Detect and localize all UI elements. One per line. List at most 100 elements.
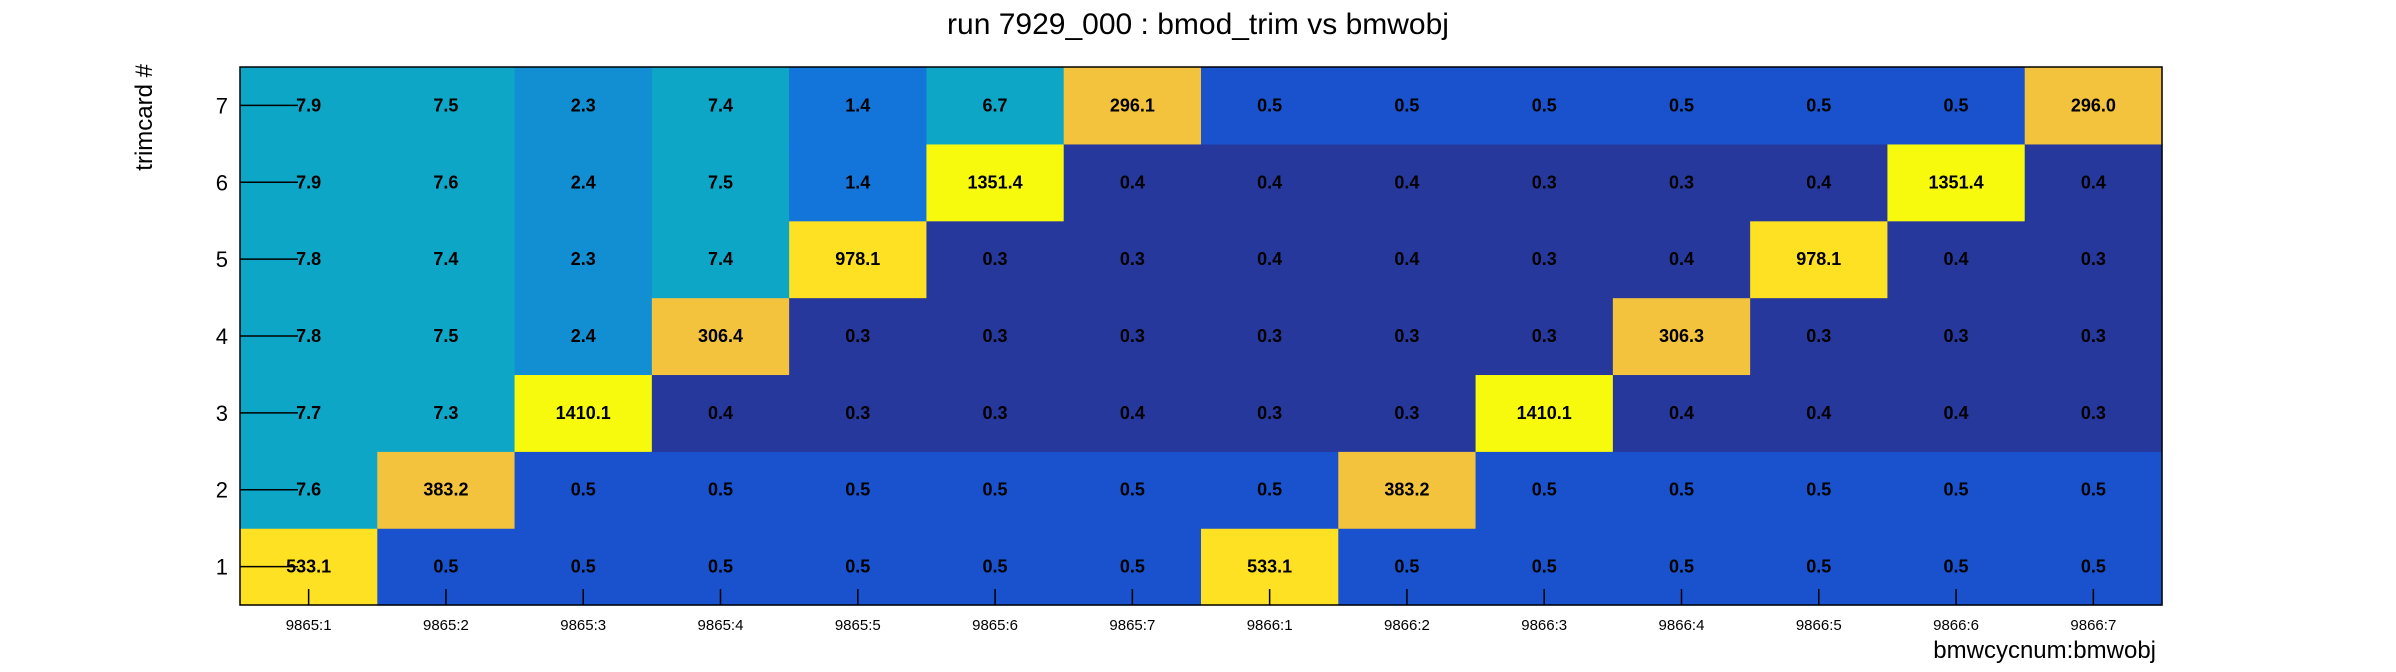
cell-value-label: 978.1 xyxy=(835,249,880,269)
x-tick-label: 9866:6 xyxy=(1933,617,1979,634)
cell-value-label: 0.5 xyxy=(1257,480,1282,500)
cell-value-label: 0.5 xyxy=(1944,95,1969,115)
cell-value-label: 2.4 xyxy=(571,172,596,192)
cell-value-label: 0.4 xyxy=(1669,249,1694,269)
cell-value-label: 0.5 xyxy=(983,480,1008,500)
cell-value-label: 0.5 xyxy=(845,557,870,577)
y-axis: 1 2 3 4 5 6 7 xyxy=(216,93,298,580)
heatmap-cell xyxy=(1063,220,1202,299)
cell-value-label: 306.3 xyxy=(1659,326,1704,346)
heatmap-cell xyxy=(651,220,790,299)
heatmap-cell xyxy=(2024,374,2163,452)
cell-value-label: 7.6 xyxy=(433,172,458,192)
heatmap-cell xyxy=(926,297,1065,376)
heatmap-cell xyxy=(1475,143,1614,222)
heatmap-cell xyxy=(2024,67,2163,145)
heatmap-cell xyxy=(651,67,790,145)
cell-value-label: 7.5 xyxy=(433,326,458,346)
cell-value-label: 0.5 xyxy=(1532,95,1557,115)
cell-value-label: 2.4 xyxy=(571,326,596,346)
heatmap-cell xyxy=(1338,374,1477,452)
heatmap-cell xyxy=(2024,143,2163,222)
chart-title: run 7929_000 : bmod_trim vs bmwobj xyxy=(947,8,1449,41)
cell-value-label: 0.5 xyxy=(1257,95,1282,115)
heatmap-cell xyxy=(1475,67,1614,145)
heatmap-cell xyxy=(1612,374,1751,452)
heatmap-cell xyxy=(377,374,516,452)
heatmap-cell xyxy=(1475,451,1614,529)
cell-value-label: 0.5 xyxy=(1669,557,1694,577)
heatmap-cell xyxy=(377,67,516,145)
heatmap-cell xyxy=(1475,374,1614,452)
heatmap-cell xyxy=(789,67,928,145)
cell-value-label: 0.3 xyxy=(1532,172,1557,192)
heatmap-cell xyxy=(1750,143,1889,222)
cell-value-label: 0.3 xyxy=(1257,326,1282,346)
heatmap-cell xyxy=(377,220,516,299)
cell-value-label: 0.4 xyxy=(1944,403,1969,423)
cell-value-label: 2.3 xyxy=(571,95,596,115)
heatmap-cell xyxy=(1887,297,2026,376)
cell-value-label: 7.4 xyxy=(708,249,733,269)
heatmap-cell xyxy=(514,143,653,222)
cell-value-label: 0.4 xyxy=(1120,403,1145,423)
y-tick-label: 2 xyxy=(216,478,228,503)
cell-value-label: 7.3 xyxy=(433,403,458,423)
cell-value-label: 0.5 xyxy=(708,480,733,500)
y-tick-label: 3 xyxy=(216,401,228,426)
cell-value-label: 383.2 xyxy=(423,480,468,500)
cell-value-label: 7.5 xyxy=(433,95,458,115)
heatmap-cell xyxy=(1201,220,1339,299)
cell-value-label: 6.7 xyxy=(983,95,1008,115)
cell-value-label: 7.7 xyxy=(296,403,321,423)
heatmap-cell xyxy=(926,374,1065,452)
y-tick-label: 1 xyxy=(216,555,228,580)
heatmap-cell xyxy=(926,451,1065,529)
cell-value-label: 0.4 xyxy=(708,403,733,423)
cell-value-label: 2.3 xyxy=(571,249,596,269)
cell-value-label: 0.4 xyxy=(1394,172,1419,192)
x-axis-title: bmwcycnum:bmwobj xyxy=(1933,637,2156,664)
heatmap-cell xyxy=(789,220,928,299)
heatmap-cell xyxy=(2024,451,2163,529)
x-tick-label: 9866:4 xyxy=(1659,617,1705,634)
heatmap-cell xyxy=(1201,451,1339,529)
heatmap-cell xyxy=(1750,451,1889,529)
cell-value-label: 0.3 xyxy=(1120,326,1145,346)
cell-value-label: 0.5 xyxy=(1532,557,1557,577)
cell-value-label: 0.3 xyxy=(1532,249,1557,269)
heatmap-cell xyxy=(1201,143,1339,222)
cell-value-label: 0.5 xyxy=(1120,480,1145,500)
heatmap-cell xyxy=(1750,67,1889,145)
cell-value-label: 0.3 xyxy=(1120,249,1145,269)
heatmap-cell xyxy=(926,143,1065,222)
cell-value-label: 0.3 xyxy=(845,403,870,423)
heatmap-cell xyxy=(926,67,1065,145)
heatmap-cell xyxy=(789,451,928,529)
cell-value-label: 0.5 xyxy=(983,557,1008,577)
cell-value-label: 306.4 xyxy=(698,326,743,346)
heatmap-cell xyxy=(377,451,516,529)
heatmap-cell xyxy=(514,451,653,529)
cell-value-label: 7.8 xyxy=(296,249,321,269)
cell-value-label: 0.3 xyxy=(983,403,1008,423)
heatmap-cell xyxy=(1887,451,2026,529)
cell-value-label: 0.3 xyxy=(1806,326,1831,346)
cell-value-label: 0.5 xyxy=(1120,557,1145,577)
heatmap-cell xyxy=(1887,143,2026,222)
heatmap-cell xyxy=(1612,297,1751,376)
cell-value-label: 0.3 xyxy=(2081,326,2106,346)
heatmap-cell xyxy=(1063,451,1202,529)
x-tick-label: 9865:5 xyxy=(835,617,881,634)
cell-value-label: 0.5 xyxy=(433,557,458,577)
cell-value-label: 296.0 xyxy=(2071,95,2116,115)
x-tick-label: 9866:5 xyxy=(1796,617,1842,634)
cell-value-label: 533.1 xyxy=(1247,557,1292,577)
heatmap-cell xyxy=(1063,374,1202,452)
heatmap-cell xyxy=(1475,220,1614,299)
heatmap-cell xyxy=(1612,143,1751,222)
x-tick-label: 9865:2 xyxy=(423,617,469,634)
heatmap-cell xyxy=(1612,220,1751,299)
x-tick-label: 9865:1 xyxy=(286,617,332,634)
cell-value-label: 0.3 xyxy=(1669,172,1694,192)
